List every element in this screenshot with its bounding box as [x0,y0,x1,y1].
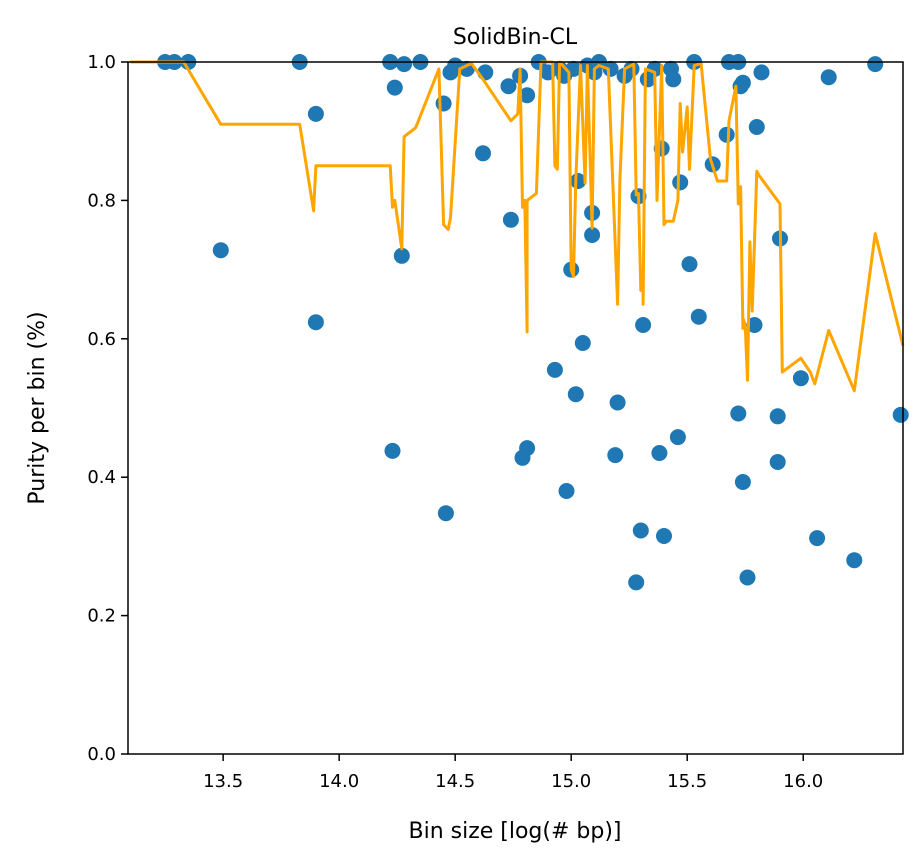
x-tick-label: 15.0 [551,771,591,792]
y-tick-label: 1.0 [87,52,116,73]
scatter-point [820,69,837,86]
y-tick-label: 0.6 [87,329,116,350]
plot-area [130,54,909,591]
y-tick-label: 0.4 [87,467,116,488]
scatter-point [672,174,689,191]
scatter-point [665,71,682,88]
scatter-point [669,429,686,446]
scatter-point [519,87,536,104]
scatter-point [681,256,698,273]
scatter-point [718,126,735,143]
scatter-point [646,60,663,77]
y-tick-label: 0.0 [87,744,116,765]
scatter-point [609,394,626,411]
scatter-point [396,56,413,73]
scatter-point [734,474,751,490]
chart-title: SolidBin-CL [453,25,578,50]
scatter-point [475,145,491,162]
x-tick-label: 13.5 [203,771,243,792]
scatter-point [502,211,519,228]
scatter-point [753,64,770,81]
scatter-point [437,505,454,522]
scatter-point [748,119,765,135]
x-tick-label: 14.5 [435,771,475,792]
scatter-point [690,308,707,325]
y-axis-label: Purity per bin (%) [25,311,50,504]
plot-frame [127,61,904,755]
scatter-point [384,442,401,459]
scatter-point [792,370,809,387]
scatter-point [628,574,645,591]
scatter-point [307,314,324,331]
scatter-point [567,386,584,403]
scatter-point [602,60,619,77]
scatter-point [212,242,229,259]
y-axis: 0.0 0.2 0.4 0.6 0.8 1.0 [87,52,128,765]
scatter-point [632,522,649,539]
x-axis: 13.5 14.0 14.5 15.0 15.5 16.0 [203,754,823,792]
scatter-point [769,454,786,470]
scatter-point [393,247,410,264]
x-tick-label: 14.0 [319,771,359,792]
y-tick-label: 0.8 [87,190,116,211]
scatter-point [651,445,668,461]
scatter-point [739,569,756,586]
scatter-point [574,335,591,351]
scatter-point [769,408,786,425]
scatter-point [386,79,403,96]
scatter-point [435,95,452,112]
scatter-point [307,105,324,122]
scatter-point [734,74,751,91]
scatter-point [584,227,601,243]
scatter-point [809,530,826,547]
scatter-point [867,56,884,73]
scatter-point [623,60,640,77]
scatter-point [892,406,909,423]
scatter-point [546,361,563,378]
scatter-point [846,552,863,569]
y-tick-label: 0.2 [87,606,116,627]
scatter-point [656,528,672,544]
scatter-point [570,173,587,189]
scatter-point [730,405,747,422]
x-axis-label: Bin size [log(# bp)] [408,819,621,844]
x-tick-label: 16.0 [783,771,823,792]
scatter-point [558,483,575,499]
scatter-point [746,317,763,333]
scatter-point [500,78,517,95]
scatter-point [607,447,624,464]
scatter-point [635,317,652,333]
x-tick-label: 15.5 [667,771,707,792]
scatter-point [519,440,536,457]
trend-line [130,60,905,393]
